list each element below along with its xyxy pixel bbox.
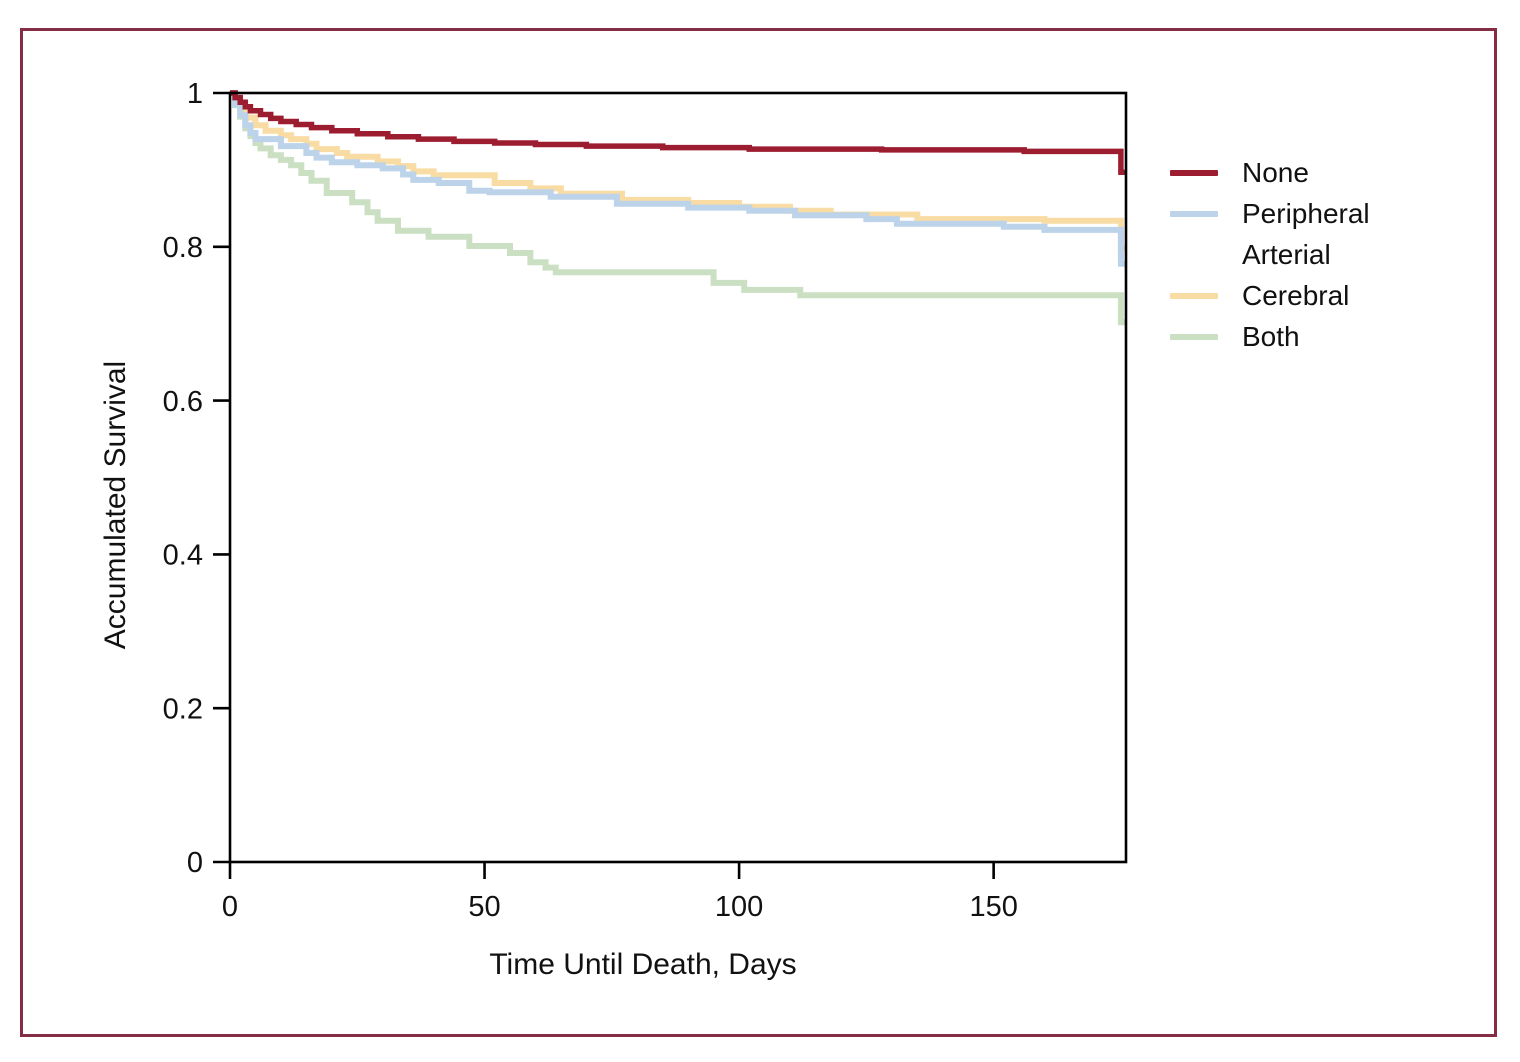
legend: None Peripheral Arterial Cerebral Both: [1170, 152, 1402, 357]
x-tick-label: 100: [715, 891, 763, 923]
legend-swatch-peripheral-arterial-line: [1170, 211, 1218, 217]
legend-label-none: None: [1242, 157, 1309, 188]
curve-none: [230, 90, 1126, 175]
x-tick-label: 50: [468, 891, 500, 923]
legend-item-peripheral-arterial: Peripheral Arterial: [1170, 193, 1402, 275]
y-axis-title: Accumulated Survival: [99, 360, 132, 650]
plot-frame: [228, 91, 1128, 864]
legend-label-cerebral: Cerebral: [1242, 280, 1350, 311]
y-tick-label: 0: [187, 847, 203, 879]
y-tick-label: 0.2: [163, 693, 203, 725]
legend-label-both: Both: [1242, 321, 1300, 352]
x-tick-label: 150: [969, 891, 1017, 923]
legend-label-peripheral-arterial: Peripheral Arterial: [1242, 198, 1370, 270]
x-tick-label: 0: [222, 891, 238, 923]
legend-swatch-cerebral-line: [1170, 293, 1218, 299]
curve-both: [230, 90, 1126, 326]
curve-peripheral-arterial: [230, 90, 1126, 267]
legend-swatch-none-line: [1170, 170, 1218, 176]
legend-item-cerebral: Cerebral: [1170, 275, 1402, 316]
y-tick-label: 0.8: [163, 232, 203, 264]
y-tick-label: 0.4: [163, 540, 203, 572]
y-tick-label: 1: [187, 78, 203, 110]
legend-item-both: Both: [1170, 316, 1402, 357]
y-tick-label: 0.6: [163, 386, 203, 418]
x-axis-title: Time Until Death, Days: [489, 948, 797, 981]
legend-swatch-both-line: [1170, 334, 1218, 340]
legend-item-none: None: [1170, 152, 1402, 193]
